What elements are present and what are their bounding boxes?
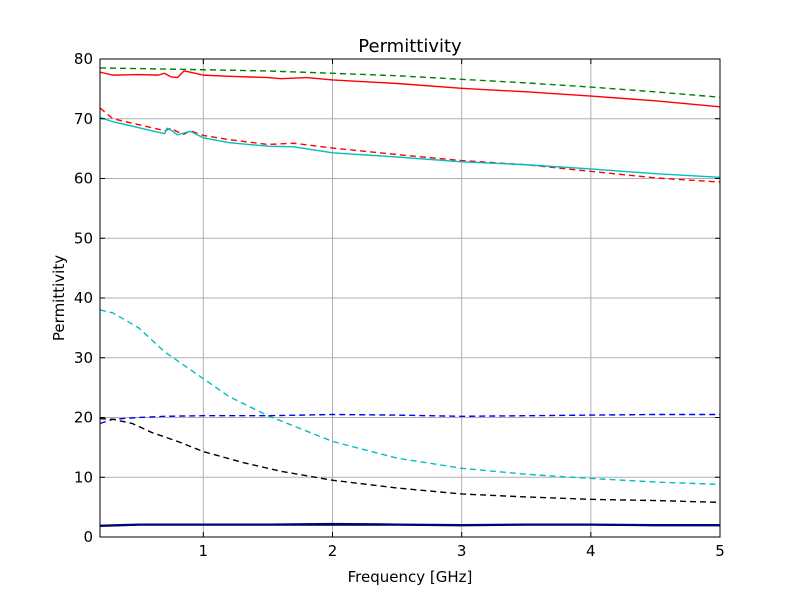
x-tick-label: 2 [328,542,338,560]
series-line-4 [100,116,720,178]
y-tick-label: 30 [74,349,93,367]
series-line-9 [100,522,720,527]
x-tick-label: 4 [586,542,596,560]
y-tick-label: 40 [74,289,93,307]
y-tick-label: 20 [74,409,93,427]
y-tick-label: 70 [74,110,93,128]
y-tick-label: 60 [74,170,93,188]
y-axis-label: Permittivity [50,255,68,341]
y-tick-label: 0 [83,528,93,546]
series-line-2 [100,70,720,108]
series-group [100,67,720,527]
y-tick-label: 50 [74,229,93,247]
x-tick-label: 5 [715,542,725,560]
y-tick-label: 10 [74,468,93,486]
x-axis-label: Frequency [GHz] [348,568,473,586]
x-tick-label: 3 [457,542,467,560]
series-line-6 [100,413,720,425]
y-tick-label: 80 [74,50,93,68]
x-tick-label: 1 [199,542,209,560]
series-line-5 [100,309,720,486]
chart-title: Permittivity [358,36,462,57]
series-line-1 [100,67,720,98]
